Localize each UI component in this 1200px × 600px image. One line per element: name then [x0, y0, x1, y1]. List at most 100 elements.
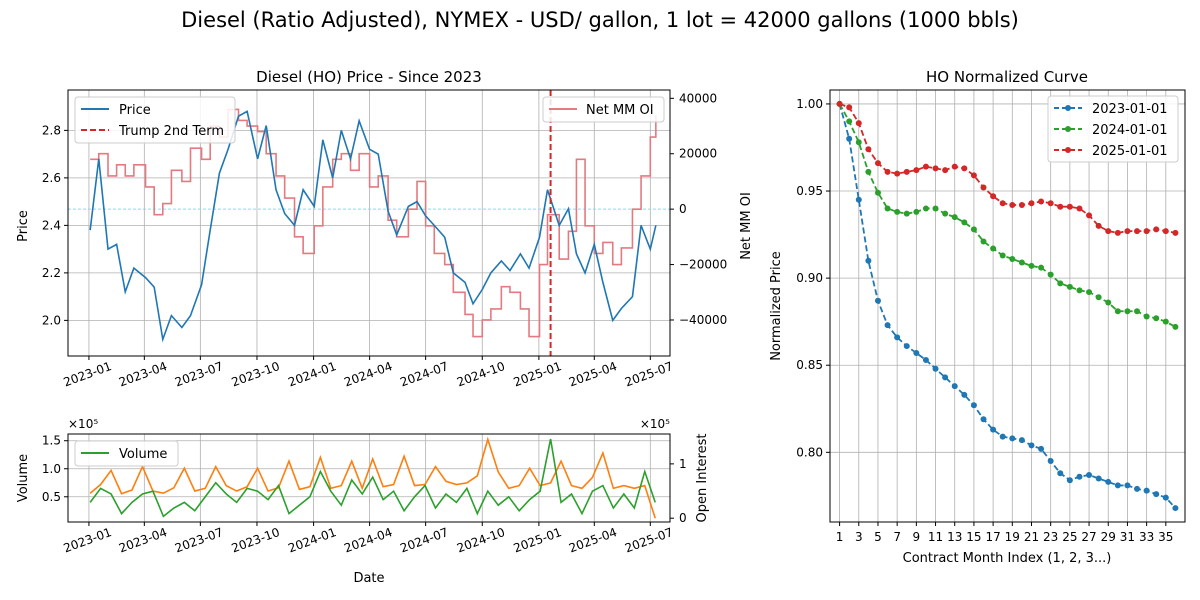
price-y-tick-label: 2.2 [42, 266, 61, 280]
curve-point-2025-01-01 [1153, 226, 1160, 233]
curve-point-2024-01-01 [980, 238, 987, 245]
curve-point-2024-01-01 [1009, 255, 1016, 262]
price-x-tick-label: 2025-01 [512, 359, 564, 389]
curve-y-tick-label: 0.85 [796, 358, 823, 372]
volume-offset-text: ×10⁵ [68, 417, 98, 431]
curve-point-2024-01-01 [961, 219, 968, 226]
curve-point-2025-01-01 [855, 120, 862, 127]
volume-series-layer [89, 436, 656, 519]
curve-point-2024-01-01 [970, 226, 977, 233]
curve-point-2025-01-01 [1038, 198, 1045, 205]
curve-point-2024-01-01 [1028, 262, 1035, 269]
curve-point-2025-01-01 [961, 165, 968, 172]
curve-point-2023-01-01 [1066, 477, 1073, 484]
curve-point-2023-01-01 [1162, 494, 1169, 501]
curve-point-2025-01-01 [1047, 200, 1054, 207]
legend-trump-label: Trump 2nd Term [118, 124, 224, 139]
curve-plot-frame [829, 89, 1186, 523]
price-grid [68, 90, 670, 356]
price-y-tick-label: 2.6 [42, 171, 61, 185]
curve-point-2024-01-01 [922, 205, 929, 212]
price-y-axis-label: Price [16, 210, 31, 242]
price-x-tick-label: 2024-10 [455, 359, 507, 389]
curve-point-2025-01-01 [894, 170, 901, 177]
curve-point-2023-01-01 [1095, 475, 1102, 482]
volume-x-tick-label: 2024-07 [398, 525, 450, 555]
curve-point-2023-01-01 [894, 334, 901, 341]
netmm-y-tick-label: −40000 [679, 313, 727, 327]
curve-point-2023-01-01 [990, 426, 997, 433]
netmm-y-tick-label: −20000 [679, 258, 727, 272]
curve-point-2023-01-01 [903, 343, 910, 350]
curve-point-2025-01-01 [903, 168, 910, 175]
price-y-tick-label: 2.4 [42, 218, 61, 232]
curve-x-tick-label: 9 [913, 530, 921, 544]
curve-point-2024-01-01 [884, 205, 891, 212]
curve-point-2025-01-01 [990, 193, 997, 200]
curve-point-2023-01-01 [922, 357, 929, 363]
curve-point-2025-01-01 [1057, 203, 1064, 210]
curve-point-2023-01-01 [1038, 445, 1045, 452]
oi-y-tick-label: 1 [679, 457, 687, 471]
curve-y-tick-label: 0.80 [796, 445, 823, 459]
curve-point-2024-01-01 [1047, 271, 1054, 278]
volume-y-tick-label: 1.5 [42, 434, 61, 448]
curve-point-2024-01-01 [855, 139, 862, 146]
legend-2024-label: 2024-01-01 [1092, 123, 1168, 138]
figure-suptitle: Diesel (Ratio Adjusted), NYMEX - USD/ ga… [181, 8, 1019, 32]
curve-point-2024-01-01 [1124, 308, 1131, 315]
curve-point-2025-01-01 [970, 172, 977, 179]
curve-point-2025-01-01 [999, 200, 1006, 207]
curve-y-tick-label: 1.00 [796, 97, 823, 111]
curve-ticks: 1 3 5 7 9 11 13 15 17 19 21 23 25 27 29 31 33 350.800.850… [796, 97, 1173, 544]
curve-x-tick-label: 29 [1101, 530, 1116, 544]
curve-point-2024-01-01 [1172, 323, 1179, 330]
curve-x-tick-label: 15 [966, 530, 981, 544]
curve-point-2023-01-01 [942, 374, 949, 381]
open-interest-series-line [89, 436, 656, 519]
curve-point-2023-01-01 [913, 350, 920, 357]
curve-point-2024-01-01 [999, 252, 1006, 259]
curve-point-2025-01-01 [1114, 229, 1121, 236]
curve-point-2023-01-01 [1114, 482, 1121, 489]
volume-x-tick-label: 2023-10 [230, 525, 282, 555]
price-chart: Diesel (HO) Price - Since 2023 Price Net… [16, 68, 754, 389]
curve-x-tick-label: 11 [928, 530, 943, 544]
curve-point-2024-01-01 [1134, 308, 1141, 315]
curve-point-2024-01-01 [1076, 287, 1083, 294]
price-x-tick-label: 2024-07 [398, 359, 450, 389]
netmm-y-tick-label: 0 [679, 202, 687, 216]
curve-point-2025-01-01 [1018, 201, 1025, 208]
curve-point-2024-01-01 [846, 118, 853, 125]
curve-x-tick-label: 25 [1062, 530, 1077, 544]
curve-point-2023-01-01 [1134, 485, 1141, 492]
curve-x-tick-label: 23 [1043, 530, 1058, 544]
legend-2025-marker [1065, 147, 1071, 153]
curve-x-tick-label: 31 [1120, 530, 1135, 544]
curve-point-2025-01-01 [884, 168, 891, 175]
volume-chart: Volume Open Interest Date ×10⁵ ×10⁵ 2023… [16, 417, 710, 586]
price-x-tick-label: 2023-01 [62, 359, 114, 389]
curve-point-2024-01-01 [913, 208, 920, 215]
curve-point-2025-01-01 [932, 165, 939, 172]
volume-series-line [89, 438, 656, 518]
curve-point-2024-01-01 [865, 168, 872, 175]
curve-x-tick-label: 3 [855, 530, 863, 544]
price-x-tick-label: 2025-04 [567, 359, 619, 389]
curve-point-2023-01-01 [999, 433, 1006, 440]
curve-point-2023-01-01 [970, 402, 977, 409]
curve-point-2023-01-01 [855, 196, 862, 203]
curve-chart: HO Normalized Curve Normalized Price Con… [769, 68, 1186, 566]
curve-point-2025-01-01 [1172, 229, 1179, 236]
volume-x-tick-label: 2023-04 [117, 525, 169, 555]
price-x-tick-label: 2024-04 [342, 359, 394, 389]
curve-grid [830, 90, 1185, 522]
curve-x-tick-label: 7 [893, 530, 901, 544]
volume-x-tick-label: 2024-04 [342, 525, 394, 555]
volume-x-tick-label: 2023-07 [173, 525, 225, 555]
price-y-tick-label: 2.8 [42, 123, 61, 137]
curve-x-tick-label: 27 [1081, 530, 1096, 544]
price-series-layer [89, 90, 657, 356]
curve-x-tick-label: 33 [1139, 530, 1154, 544]
